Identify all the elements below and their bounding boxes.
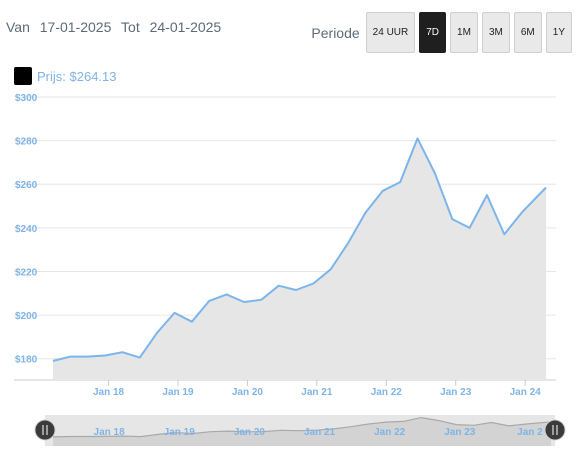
navigator-tick-label: Jan 18 bbox=[94, 427, 126, 438]
price-line bbox=[52, 137, 547, 362]
navigator-tick-label: Jan 22 bbox=[374, 427, 406, 438]
date-range: Van 17-01-2025 Tot 24-01-2025 bbox=[6, 19, 227, 35]
navigator-tick-label: Jan 21 bbox=[304, 427, 336, 438]
y-axis-ticks: $180 $200 $220 $240 $260 $280 $300 bbox=[15, 93, 38, 366]
y-tick-label: $180 bbox=[15, 355, 38, 366]
x-tick-label: Jan 19 bbox=[162, 387, 194, 398]
period-label: Periode bbox=[311, 24, 360, 41]
y-tick-label: $200 bbox=[15, 311, 38, 322]
x-tick-label: Jan 24 bbox=[510, 387, 542, 398]
period-button-24h[interactable]: 24 UUR bbox=[365, 12, 416, 53]
y-tick-label: $240 bbox=[15, 224, 38, 235]
x-axis-ticks: Jan 18 Jan 19 Jan 20 Jan 21 Jan 22 Jan 23 Jan … bbox=[93, 380, 541, 398]
area-fill bbox=[53, 138, 546, 380]
navigator-tick-label: Jan 2 bbox=[517, 427, 543, 438]
navigator[interactable]: Jan 18 Jan 19 Jan 20 Jan 21 Jan 22 Jan 23 Jan … bbox=[34, 415, 566, 446]
x-tick-label: Jan 20 bbox=[232, 387, 264, 398]
navigator-area bbox=[53, 417, 551, 446]
from-label: Van bbox=[6, 19, 30, 35]
price-area bbox=[52, 137, 547, 380]
navigator-line bbox=[52, 416, 552, 438]
y-tick-label: $260 bbox=[15, 180, 38, 191]
navigator-right-handle[interactable] bbox=[544, 419, 566, 441]
navigator-tick-label: Jan 23 bbox=[444, 427, 476, 438]
y-tick-label: $300 bbox=[15, 93, 38, 104]
y-tick-label: $220 bbox=[15, 267, 38, 278]
period-button-1m[interactable]: 1M bbox=[450, 12, 478, 53]
chart-legend[interactable]: Prijs: $264.13 bbox=[14, 67, 117, 85]
x-tick-label: Jan 22 bbox=[371, 387, 403, 398]
legend-text: Prijs: $264.13 bbox=[37, 68, 117, 84]
from-date: 17-01-2025 bbox=[39, 19, 112, 35]
to-date: 24-01-2025 bbox=[149, 19, 222, 35]
navigator-tick-label: Jan 20 bbox=[234, 427, 266, 438]
period-button-3m[interactable]: 3M bbox=[481, 12, 510, 53]
y-tick-label: $280 bbox=[15, 137, 38, 148]
legend-swatch bbox=[14, 67, 32, 85]
period-selector: Periode 24 UUR 7D 1M 3M 6M 1Y bbox=[311, 12, 572, 53]
navigator-left-handle[interactable] bbox=[34, 419, 56, 441]
navigator-tick-label: Jan 19 bbox=[164, 427, 196, 438]
period-button-6m[interactable]: 6M bbox=[513, 12, 542, 53]
period-button-7d[interactable]: 7D bbox=[419, 12, 447, 53]
x-tick-label: Jan 18 bbox=[93, 387, 125, 398]
x-tick-label: Jan 23 bbox=[440, 387, 472, 398]
x-tick-label: Jan 21 bbox=[301, 387, 333, 398]
period-button-1y[interactable]: 1Y bbox=[545, 12, 572, 53]
to-label: Tot bbox=[121, 19, 140, 35]
